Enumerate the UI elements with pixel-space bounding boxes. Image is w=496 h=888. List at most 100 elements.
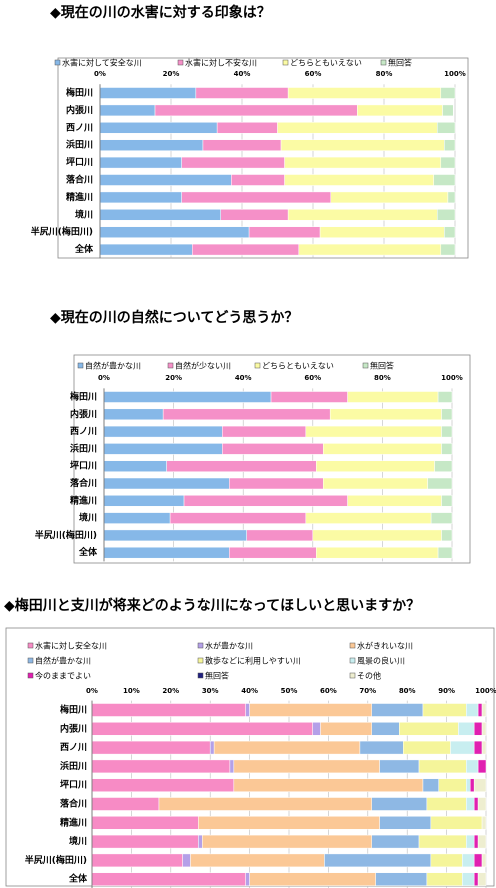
bar-segment [477,872,487,886]
legend-swatch [362,362,369,369]
bar-segment [277,122,438,134]
legend-label: 風景の良い川 [357,656,405,666]
x-tick-label: 90% [438,687,455,695]
bar-segment [270,391,348,403]
bar-segment [426,872,463,886]
bar-segment [434,460,453,472]
bar-segment [209,740,215,755]
legend-label: 自然が少ない川 [175,361,231,371]
bar-segment [324,853,432,868]
bar-segment [181,156,285,169]
legend-swatch [167,362,174,369]
x-tick-label: 40% [241,687,258,695]
bar-segment [441,425,453,438]
legend-swatch [380,59,387,66]
bar-segment [103,495,185,507]
x-tick-label: 40% [235,374,252,382]
category-label: 内張川 [66,104,93,116]
bar-segment [181,191,331,204]
bar-segment [220,209,289,221]
category-label: 境川 [69,835,87,847]
bar-segment [284,156,442,169]
bar-segment [473,740,483,755]
bar-segment [444,139,456,151]
bar-segment [249,872,376,886]
x-tick-label: 20% [163,70,180,78]
bar-segment [477,834,487,849]
chart-title: ◆現在の川の水害に対する印象は？ [50,4,271,21]
bar-segment [320,722,372,736]
bar-segment [441,443,453,455]
bar-segment [371,797,428,811]
category-label: 梅田川 [66,87,93,99]
legend-swatch [349,642,356,649]
bar-segment [183,495,348,507]
bar-segment [426,797,467,811]
x-tick-label: 60% [305,70,322,78]
legend-label: どちらともいえない [262,362,334,371]
bar-segment [103,460,167,472]
bar-segment [403,740,451,755]
bar-segment [379,816,432,830]
category-label: 浜田川 [60,760,87,772]
bar-segment [222,425,307,438]
bar-segment [357,104,443,117]
chart-frame [73,354,471,564]
bar-segment [305,512,432,524]
bar-segment [305,425,442,438]
category-label: 梅田川 [60,704,87,716]
legend-label: 自然が豊かな川 [85,361,141,371]
x-tick-label: 0% [94,70,106,78]
bar-segment [473,872,479,886]
bar-segment [312,722,321,736]
legend-label: 水害に対し安全な川 [35,641,107,651]
x-tick-label: 40% [234,70,251,78]
category-label: 半尻川(梅田川) [31,226,93,238]
category-label: 落合川 [60,798,87,810]
bar-segment [359,740,404,755]
legend-label: 自然が豊かな川 [35,656,91,666]
bar-segment [229,546,317,559]
legend-label: 無回答 [370,361,394,371]
bar-segment [442,104,454,117]
bar-segment [91,778,235,792]
bar-segment [379,759,420,774]
bar-segment [169,512,307,524]
bar-segment [458,722,475,736]
x-tick-label: 10% [123,687,140,695]
category-label: 境川 [75,208,93,220]
bar-segment [437,209,456,221]
bar-segment [477,703,483,717]
bar-segment [192,243,300,256]
bar-segment [347,391,439,403]
bar-segment [473,722,483,736]
bar-segment [418,759,467,774]
bar-segment [195,87,289,99]
category-label: 浜田川 [70,442,97,454]
bar-segment [422,703,467,717]
category-label: 精進川 [66,191,93,203]
x-tick-label: 70% [359,687,376,695]
legend-swatch [77,362,84,369]
category-label: 西ノ川 [70,426,97,437]
legend-swatch [177,59,184,66]
bar-segment [312,529,442,542]
bar-segment [99,122,218,134]
bar-segment [438,778,467,792]
bar-segment [440,87,456,99]
category-label: 内張川 [60,722,87,734]
bar-segment [198,834,203,849]
bar-segment [466,703,479,717]
bar-segment [444,226,456,238]
bar-segment [91,703,246,717]
bar-segment [91,759,231,774]
bar-segment [330,191,449,204]
bar-segment [430,853,463,868]
bar-segment [213,740,361,755]
legend-swatch [54,59,61,66]
x-tick-label: 0% [86,687,98,695]
bar-segment [162,408,331,421]
bar-segment [91,740,211,755]
bar-segment [245,703,250,717]
bar-segment [99,243,193,256]
